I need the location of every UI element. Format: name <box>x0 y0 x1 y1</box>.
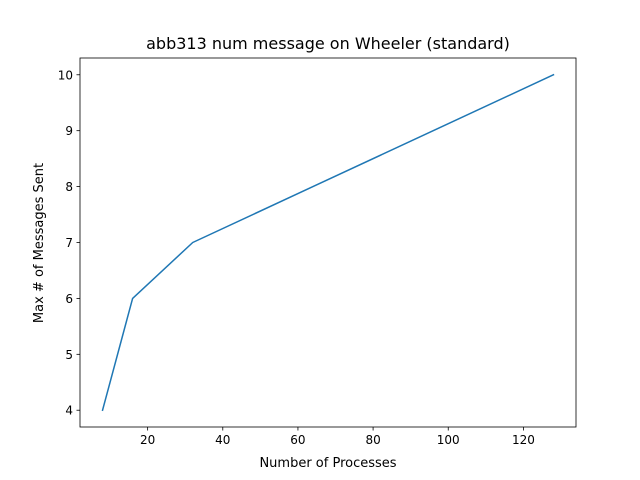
axes-frame <box>79 57 577 428</box>
y-tick-label: 9 <box>65 124 73 138</box>
x-tick-label: 60 <box>290 433 305 447</box>
y-tick-label: 5 <box>65 348 73 362</box>
x-axis-label: Number of Processes <box>259 456 396 471</box>
chart-title: abb313 num message on Wheeler (standard) <box>146 34 510 53</box>
y-tick-label: 10 <box>58 68 73 82</box>
x-tick-label: 20 <box>140 433 155 447</box>
x-tick-label: 100 <box>437 433 460 447</box>
plot-area: 20 40 60 80 100 120 4 5 6 7 8 9 10 <box>58 57 577 447</box>
x-tick-label: 80 <box>365 433 380 447</box>
x-tick-label: 40 <box>215 433 230 447</box>
y-tick-label: 8 <box>65 180 73 194</box>
y-tick-label: 6 <box>65 292 73 306</box>
y-tick-label: 4 <box>65 404 73 418</box>
y-tick-label: 7 <box>65 236 73 250</box>
x-tick-label: 120 <box>512 433 535 447</box>
y-axis-label: Max # of Messages Sent <box>32 163 47 323</box>
series-line-0 <box>101 73 555 412</box>
